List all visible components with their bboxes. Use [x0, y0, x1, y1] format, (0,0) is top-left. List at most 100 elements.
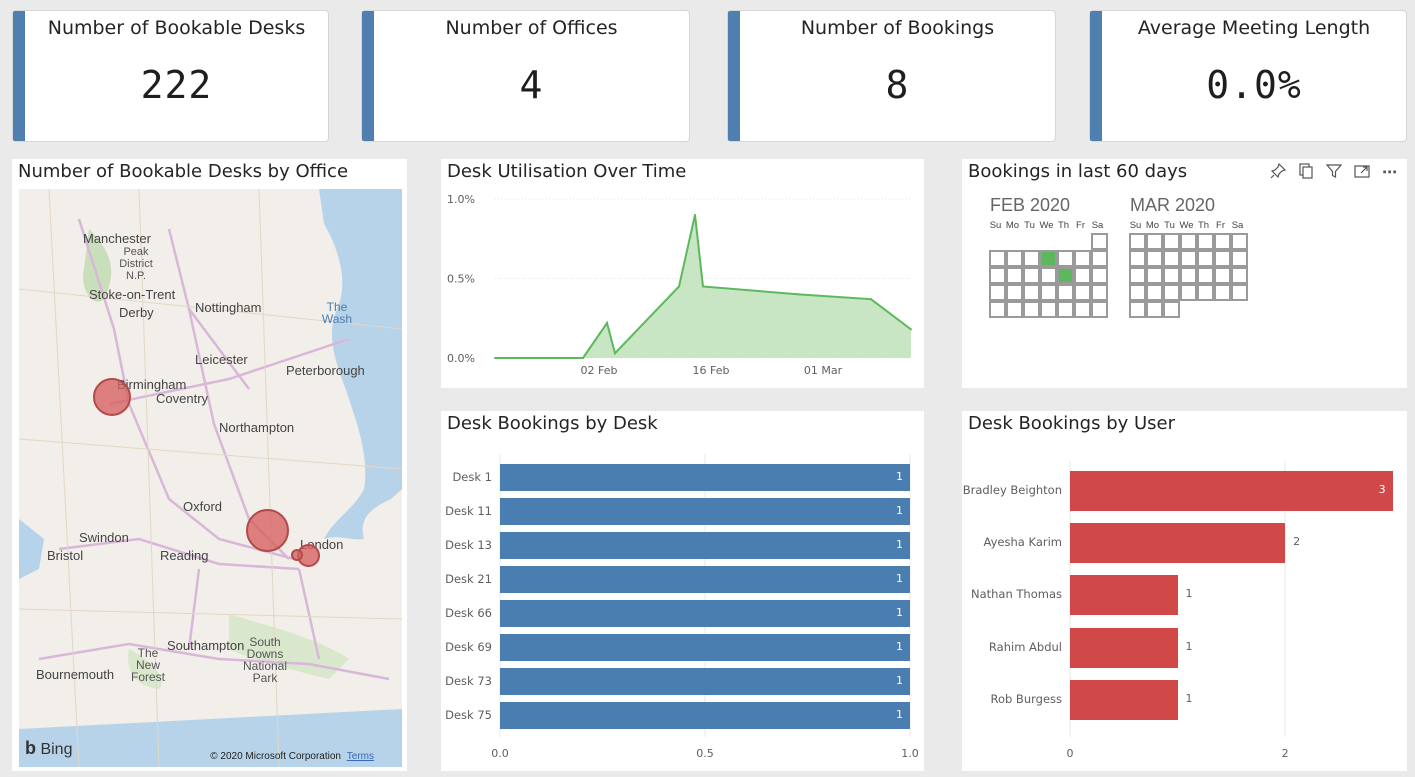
calendar-day-cell[interactable] [1023, 250, 1040, 267]
calendar-day-cell[interactable] [1091, 250, 1108, 267]
calendar-day-cell[interactable] [1057, 267, 1074, 284]
calendar-day-cell[interactable] [1146, 301, 1163, 318]
calendar-day-cell[interactable] [1129, 250, 1146, 267]
calendar-day-cell[interactable] [1129, 267, 1146, 284]
more-options-icon[interactable]: ⋯ [1382, 163, 1398, 181]
calendar-day-cell[interactable] [1163, 267, 1180, 284]
data-point[interactable] [694, 213, 696, 216]
calendar-day-cell[interactable] [1129, 284, 1146, 301]
terms-link[interactable]: Terms [346, 751, 374, 762]
calendar-day-cell[interactable] [1231, 250, 1248, 267]
calendar-day-cell[interactable] [1040, 267, 1057, 284]
bar[interactable] [500, 532, 910, 559]
pin-icon[interactable] [1269, 162, 1287, 181]
calendar-day-cell[interactable] [1040, 250, 1057, 267]
calendar-day-cell[interactable] [1197, 250, 1214, 267]
calendar-day-cell[interactable] [1091, 267, 1108, 284]
calendar-day-cell[interactable] [1006, 250, 1023, 267]
calendar-day-cell[interactable] [1074, 301, 1091, 318]
calendar-day-cell[interactable] [1180, 233, 1197, 250]
kpi-card-bookable-desks[interactable]: Number of Bookable Desks 222 [12, 10, 329, 142]
calendar-day-cell[interactable] [1146, 233, 1163, 250]
calendar-day-cell[interactable] [1023, 284, 1040, 301]
bar[interactable] [500, 498, 910, 525]
calendar-day-cell[interactable] [1074, 267, 1091, 284]
data-label: 1 [1185, 639, 1193, 653]
calendar-day-cell[interactable] [1214, 250, 1231, 267]
data-point[interactable] [910, 328, 912, 331]
kpi-value: 222 [140, 63, 213, 107]
bar[interactable] [500, 634, 910, 661]
calendar-day-cell[interactable] [1006, 301, 1023, 318]
calendar-day-cell[interactable] [1180, 250, 1197, 267]
calendar-day-cell[interactable] [1057, 284, 1074, 301]
calendar-day-cell[interactable] [1197, 267, 1214, 284]
bar[interactable] [500, 600, 910, 627]
calendar-day-cell[interactable] [1214, 267, 1231, 284]
office-bubble-birmingham[interactable] [93, 378, 131, 416]
bar[interactable] [1070, 575, 1178, 616]
kpi-card-offices[interactable]: Number of Offices 4 [361, 10, 690, 142]
bar[interactable] [1070, 523, 1286, 564]
calendar-day-cell[interactable] [1023, 301, 1040, 318]
calendar-day-cell[interactable] [1129, 233, 1146, 250]
calendar-day-cell[interactable] [1006, 284, 1023, 301]
kpi-card-average-meeting-length[interactable]: Average Meeting Length 0.0% [1089, 10, 1407, 142]
calendar-day-cell[interactable] [1146, 250, 1163, 267]
utilisation-area-chart[interactable]: 0.0% 0.5% 1.0% 02 Feb 16 Feb 01 Mar [441, 159, 924, 388]
bar[interactable] [1070, 471, 1393, 511]
calendar-day-cell[interactable] [1091, 301, 1108, 318]
calendar-day-cell[interactable] [1074, 250, 1091, 267]
data-point[interactable] [606, 322, 608, 325]
copy-icon[interactable] [1297, 163, 1315, 181]
calendar-day-cell[interactable] [1231, 233, 1248, 250]
office-bubble-london-2[interactable] [291, 549, 303, 561]
bar[interactable] [500, 702, 910, 729]
calendar-day-cell[interactable] [1163, 301, 1180, 318]
calendar-day-cell[interactable] [1040, 301, 1057, 318]
calendar-day-cell[interactable] [1163, 284, 1180, 301]
calendar-day-cell[interactable] [1180, 267, 1197, 284]
calendar-day-cell[interactable] [1146, 284, 1163, 301]
calendar-day-cell[interactable] [1197, 284, 1214, 301]
focus-mode-icon[interactable] [1353, 163, 1371, 181]
bar[interactable] [500, 668, 910, 695]
calendar-day-cell[interactable] [1214, 233, 1231, 250]
data-point[interactable] [870, 298, 872, 301]
calendar-day-cell[interactable] [1129, 301, 1146, 318]
calendar-day-cell[interactable] [989, 301, 1006, 318]
bar[interactable] [500, 566, 910, 593]
calendar-day-cell[interactable] [1231, 284, 1248, 301]
calendar-day-cell[interactable] [1231, 267, 1248, 284]
data-point[interactable] [798, 293, 800, 296]
data-point[interactable] [614, 352, 616, 355]
calendar-day-cell[interactable] [1197, 233, 1214, 250]
calendar-day-cell[interactable] [1006, 267, 1023, 284]
calendar-day-cell[interactable] [1057, 250, 1074, 267]
calendar-day-cell[interactable] [1091, 284, 1108, 301]
calendar-day-cell[interactable] [1214, 284, 1231, 301]
bar[interactable] [500, 464, 910, 491]
data-point[interactable] [494, 357, 496, 359]
calendar-day-cell[interactable] [1146, 267, 1163, 284]
calendar-day-cell[interactable] [1091, 233, 1108, 250]
kpi-card-bookings[interactable]: Number of Bookings 8 [727, 10, 1056, 142]
calendar-day-cell[interactable] [1040, 284, 1057, 301]
data-point[interactable] [702, 285, 704, 288]
office-map[interactable]: Manchester Peak District N.P. Stoke-on-T… [19, 189, 402, 767]
calendar-day-cell[interactable] [1163, 233, 1180, 250]
calendar-day-cell[interactable] [1023, 267, 1040, 284]
office-bubble-reading[interactable] [246, 509, 289, 552]
calendar-day-cell[interactable] [1180, 284, 1197, 301]
calendar-day-cell[interactable] [989, 284, 1006, 301]
calendar-day-cell[interactable] [1074, 284, 1091, 301]
filter-icon[interactable] [1325, 163, 1343, 181]
data-point[interactable] [582, 357, 584, 359]
bar[interactable] [1070, 679, 1178, 720]
calendar-day-cell[interactable] [989, 267, 1006, 284]
calendar-day-cell[interactable] [1057, 301, 1074, 318]
data-point[interactable] [678, 285, 680, 288]
bar[interactable] [1070, 627, 1178, 668]
calendar-day-cell[interactable] [1163, 250, 1180, 267]
calendar-day-cell[interactable] [989, 250, 1006, 267]
